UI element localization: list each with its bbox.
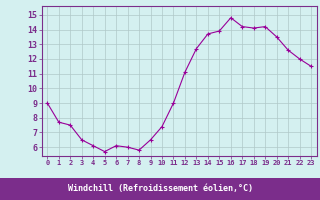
- Text: Windchill (Refroidissement éolien,°C): Windchill (Refroidissement éolien,°C): [68, 184, 252, 194]
